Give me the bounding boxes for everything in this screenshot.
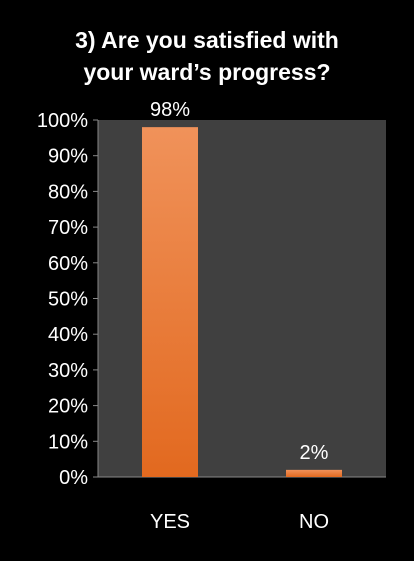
chart-title: 3) Are you satisfied with your ward’s pr… bbox=[0, 24, 414, 88]
bar-yes bbox=[142, 127, 198, 477]
y-tick-label: 100% bbox=[37, 110, 88, 132]
y-tick-label: 30% bbox=[48, 360, 88, 382]
data-label: 98% bbox=[150, 99, 190, 121]
bar-no bbox=[286, 469, 342, 477]
y-tick-label: 40% bbox=[48, 324, 88, 346]
y-tick-label: 70% bbox=[48, 217, 88, 239]
plot-area bbox=[98, 120, 386, 477]
y-tick-label: 90% bbox=[48, 146, 88, 168]
chart-title-line-2: your ward’s progress? bbox=[83, 59, 331, 85]
chart-title-line-1: 3) Are you satisfied with bbox=[75, 27, 339, 53]
x-category-label: YES bbox=[150, 511, 190, 533]
y-tick-label: 80% bbox=[48, 181, 88, 203]
y-tick-label: 0% bbox=[59, 467, 88, 489]
y-tick-label: 60% bbox=[48, 253, 88, 275]
x-category-label: NO bbox=[299, 511, 329, 533]
y-tick-label: 20% bbox=[48, 396, 88, 418]
y-tick-label: 10% bbox=[48, 431, 88, 453]
y-tick-label: 50% bbox=[48, 289, 88, 311]
data-label: 2% bbox=[300, 442, 329, 464]
